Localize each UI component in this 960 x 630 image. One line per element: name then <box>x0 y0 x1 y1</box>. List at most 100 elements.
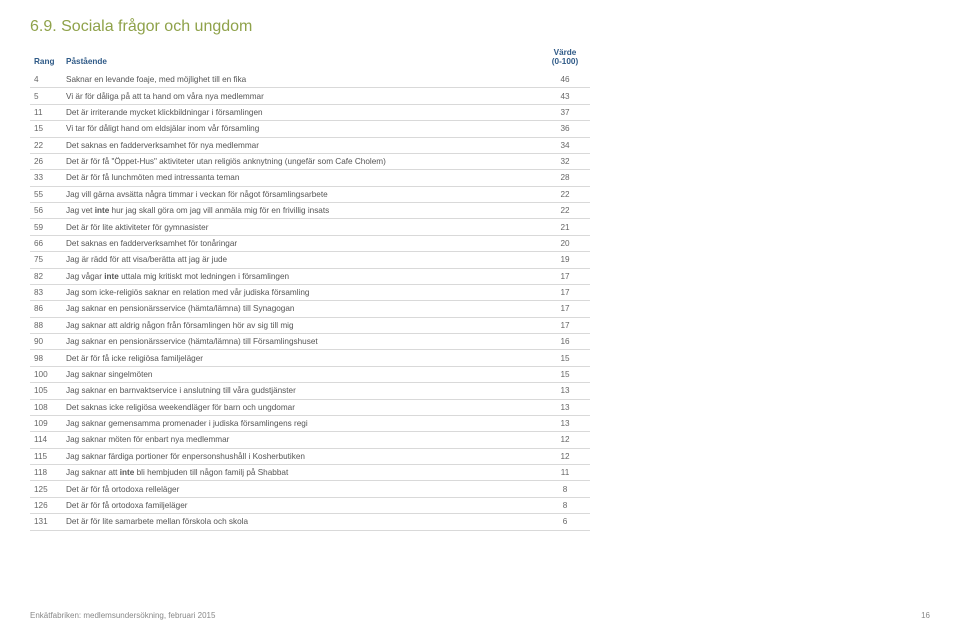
cell-value: 20 <box>540 235 590 251</box>
cell-value: 8 <box>540 481 590 497</box>
cell-rang: 126 <box>30 497 62 513</box>
cell-value: 17 <box>540 268 590 284</box>
table-row: 55Jag vill gärna avsätta några timmar i … <box>30 186 590 202</box>
cell-text: Saknar en levande foaje, med möjlighet t… <box>62 72 540 88</box>
cell-rang: 75 <box>30 252 62 268</box>
cell-text: Jag saknar en pensionärsservice (hämta/l… <box>62 334 540 350</box>
cell-value: 43 <box>540 88 590 104</box>
table-row: 88Jag saknar att aldrig någon från försa… <box>30 317 590 333</box>
cell-rang: 100 <box>30 366 62 382</box>
cell-value: 6 <box>540 514 590 530</box>
cell-value: 13 <box>540 383 590 399</box>
table-row: 109Jag saknar gemensamma promenader i ju… <box>30 415 590 431</box>
cell-rang: 11 <box>30 104 62 120</box>
table-row: 114Jag saknar möten för enbart nya medle… <box>30 432 590 448</box>
cell-rang: 22 <box>30 137 62 153</box>
table-row: 86Jag saknar en pensionärsservice (hämta… <box>30 301 590 317</box>
table-row: 126Det är för få ortodoxa familjeläger8 <box>30 497 590 513</box>
cell-value: 37 <box>540 104 590 120</box>
cell-rang: 33 <box>30 170 62 186</box>
table-row: 5Vi är för dåliga på att ta hand om våra… <box>30 88 590 104</box>
table-row: 59Det är för lite aktiviteter för gymnas… <box>30 219 590 235</box>
cell-text: Jag saknar singelmöten <box>62 366 540 382</box>
footer-text: Enkätfabriken: medlemsundersökning, febr… <box>30 611 215 620</box>
cell-value: 15 <box>540 366 590 382</box>
cell-text: Det saknas icke religiösa weekendläger f… <box>62 399 540 415</box>
table-row: 22Det saknas en fadderverksamhet för nya… <box>30 137 590 153</box>
cell-rang: 115 <box>30 448 62 464</box>
section-title: 6.9. Sociala frågor och ungdom <box>30 18 930 36</box>
cell-text: Jag vågar inte uttala mig kritiskt mot l… <box>62 268 540 284</box>
cell-text: Det saknas en fadderverksamhet för tonår… <box>62 235 540 251</box>
cell-rang: 15 <box>30 121 62 137</box>
cell-text: Vi är för dåliga på att ta hand om våra … <box>62 88 540 104</box>
cell-rang: 88 <box>30 317 62 333</box>
cell-value: 22 <box>540 186 590 202</box>
cell-text: Det är för lite aktiviteter för gymnasis… <box>62 219 540 235</box>
cell-value: 11 <box>540 465 590 481</box>
table-row: 115Jag saknar färdiga portioner för enpe… <box>30 448 590 464</box>
cell-text: Det är för få ortodoxa familjeläger <box>62 497 540 513</box>
cell-text: Jag som icke-religiös saknar en relation… <box>62 284 540 300</box>
cell-rang: 59 <box>30 219 62 235</box>
cell-value: 34 <box>540 137 590 153</box>
cell-rang: 66 <box>30 235 62 251</box>
cell-rang: 56 <box>30 203 62 219</box>
cell-rang: 108 <box>30 399 62 415</box>
cell-value: 28 <box>540 170 590 186</box>
page-footer: Enkätfabriken: medlemsundersökning, febr… <box>30 611 930 620</box>
cell-value: 8 <box>540 497 590 513</box>
cell-rang: 5 <box>30 88 62 104</box>
cell-text: Jag saknar möten för enbart nya medlemma… <box>62 432 540 448</box>
cell-text: Jag är rädd för att visa/berätta att jag… <box>62 252 540 268</box>
cell-value: 17 <box>540 284 590 300</box>
col-rang: Rang <box>30 44 62 72</box>
cell-text: Det är för få lunchmöten med intressanta… <box>62 170 540 186</box>
table-row: 90Jag saknar en pensionärsservice (hämta… <box>30 334 590 350</box>
table-row: 56Jag vet inte hur jag skall göra om jag… <box>30 203 590 219</box>
cell-value: 13 <box>540 399 590 415</box>
data-table: Rang Påstående Värde (0-100) 4Saknar en … <box>30 44 590 531</box>
cell-rang: 109 <box>30 415 62 431</box>
table-row: 131Det är för lite samarbete mellan förs… <box>30 514 590 530</box>
cell-value: 36 <box>540 121 590 137</box>
cell-value: 46 <box>540 72 590 88</box>
cell-text: Jag saknar färdiga portioner för enperso… <box>62 448 540 464</box>
table-row: 100Jag saknar singelmöten15 <box>30 366 590 382</box>
cell-value: 16 <box>540 334 590 350</box>
cell-text: Det är irriterande mycket klickbildninga… <box>62 104 540 120</box>
table-row: 26Det är för få "Öppet-Hus" aktiviteter … <box>30 153 590 169</box>
cell-rang: 26 <box>30 153 62 169</box>
cell-text: Det är för få icke religiösa familjeläge… <box>62 350 540 366</box>
cell-rang: 118 <box>30 465 62 481</box>
cell-value: 13 <box>540 415 590 431</box>
cell-rang: 83 <box>30 284 62 300</box>
cell-rang: 55 <box>30 186 62 202</box>
table-row: 11Det är irriterande mycket klickbildnin… <box>30 104 590 120</box>
cell-rang: 82 <box>30 268 62 284</box>
cell-text: Jag vill gärna avsätta några timmar i ve… <box>62 186 540 202</box>
table-row: 82Jag vågar inte uttala mig kritiskt mot… <box>30 268 590 284</box>
cell-value: 17 <box>540 301 590 317</box>
cell-rang: 86 <box>30 301 62 317</box>
cell-value: 15 <box>540 350 590 366</box>
cell-text: Jag saknar gemensamma promenader i judis… <box>62 415 540 431</box>
table-row: 33Det är för få lunchmöten med intressan… <box>30 170 590 186</box>
cell-text: Jag saknar en barnvaktservice i anslutni… <box>62 383 540 399</box>
cell-text: Vi tar för dåligt hand om eldsjälar inom… <box>62 121 540 137</box>
table-row: 4Saknar en levande foaje, med möjlighet … <box>30 72 590 88</box>
cell-text: Det är för få "Öppet-Hus" aktiviteter ut… <box>62 153 540 169</box>
cell-text: Jag saknar en pensionärsservice (hämta/l… <box>62 301 540 317</box>
cell-rang: 125 <box>30 481 62 497</box>
cell-text: Jag vet inte hur jag skall göra om jag v… <box>62 203 540 219</box>
cell-value: 22 <box>540 203 590 219</box>
cell-value: 17 <box>540 317 590 333</box>
cell-value: 32 <box>540 153 590 169</box>
page-number: 16 <box>921 611 930 620</box>
table-row: 125Det är för få ortodoxa relleläger8 <box>30 481 590 497</box>
cell-rang: 90 <box>30 334 62 350</box>
table-row: 105Jag saknar en barnvaktservice i anslu… <box>30 383 590 399</box>
cell-rang: 4 <box>30 72 62 88</box>
col-pastaende: Påstående <box>62 44 540 72</box>
cell-text: Jag saknar att inte bli hembjuden till n… <box>62 465 540 481</box>
